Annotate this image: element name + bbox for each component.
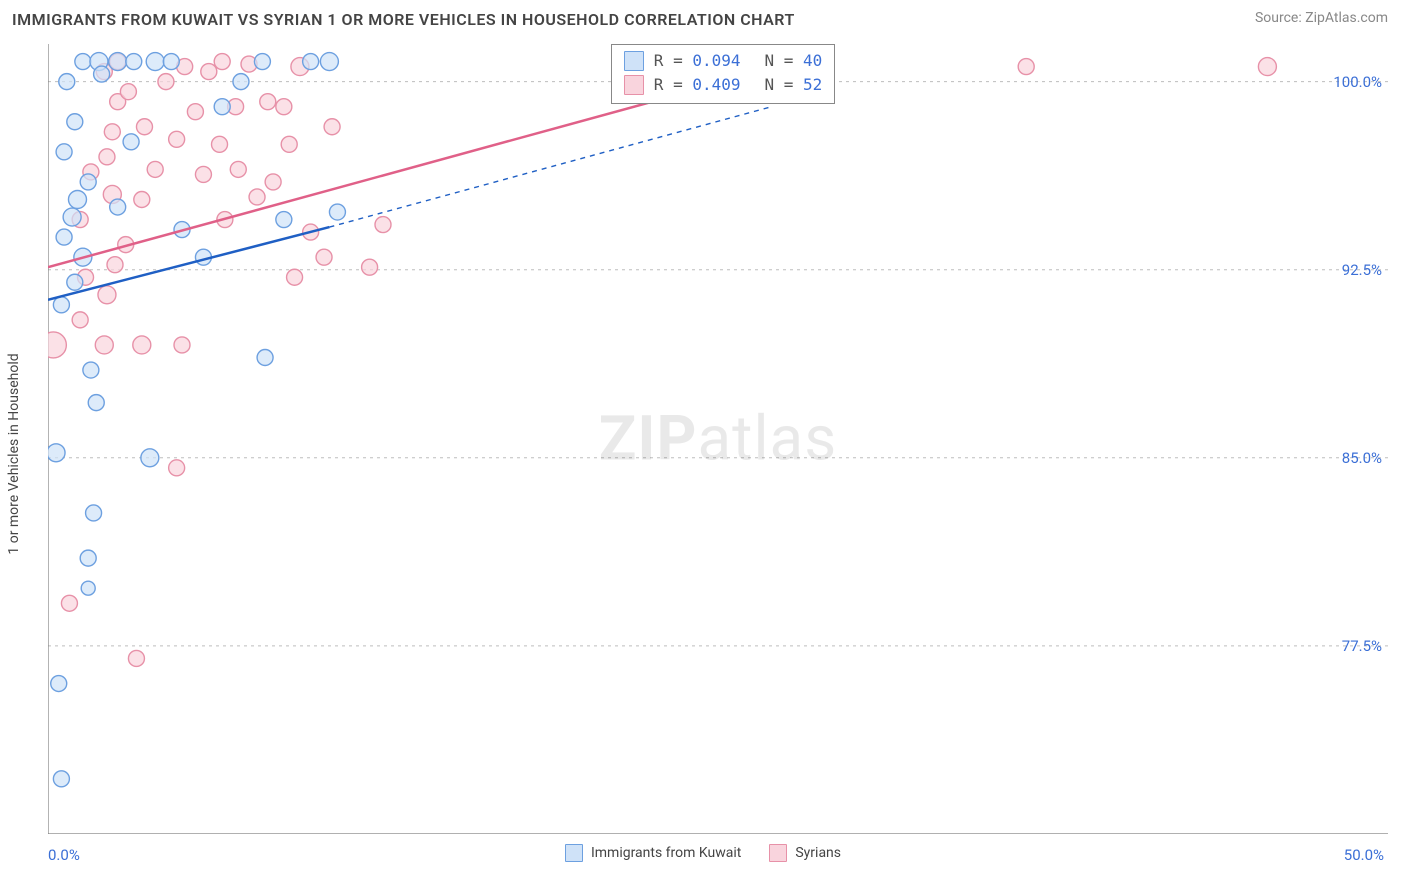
chart-title: IMMIGRANTS FROM KUWAIT VS SYRIAN 1 OR MO… bbox=[12, 10, 795, 29]
stats-row-syrians: R = 0.409 N = 52 bbox=[624, 73, 822, 97]
swatch-kuwait bbox=[624, 51, 644, 71]
swatch-syrians bbox=[624, 75, 644, 95]
stats-row-kuwait: R = 0.094 N = 40 bbox=[624, 49, 822, 73]
swatch-syrians-bottom bbox=[769, 844, 787, 862]
source-attribution: Source: ZipAtlas.com bbox=[1255, 10, 1388, 26]
stats-legend-box: R = 0.094 N = 40 R = 0.409 N = 52 bbox=[611, 44, 835, 104]
y-axis-title: 1 or more Vehicles in Household bbox=[6, 353, 22, 554]
legend-item-syrians: Syrians bbox=[769, 844, 841, 862]
y-tick-label: 92.5% bbox=[1342, 261, 1382, 279]
y-tick-label: 85.0% bbox=[1342, 449, 1382, 467]
legend-label-syrians: Syrians bbox=[795, 845, 841, 861]
y-tick-label: 100.0% bbox=[1333, 73, 1382, 91]
swatch-kuwait-bottom bbox=[565, 844, 583, 862]
chart-area: ZIPatlas R = 0.094 N = 40 R = 0.409 N = … bbox=[48, 44, 1388, 834]
scatter-plot bbox=[48, 44, 1388, 834]
legend-label-kuwait: Immigrants from Kuwait bbox=[591, 845, 741, 861]
bottom-legend: Immigrants from Kuwait Syrians bbox=[0, 844, 1406, 862]
legend-item-kuwait: Immigrants from Kuwait bbox=[565, 844, 741, 862]
y-tick-label: 77.5% bbox=[1342, 637, 1382, 655]
